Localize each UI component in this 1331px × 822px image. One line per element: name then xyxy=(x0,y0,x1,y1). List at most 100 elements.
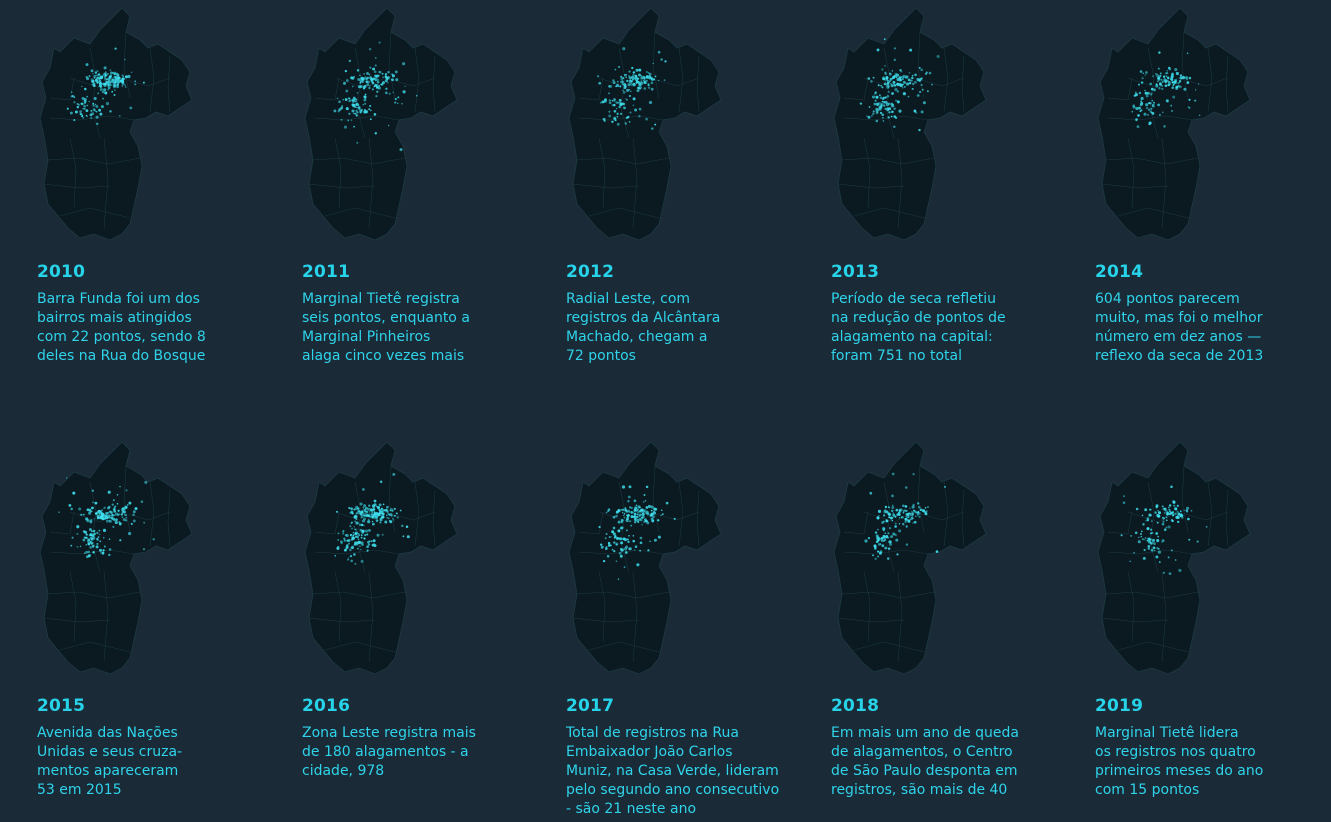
flood-point xyxy=(1161,87,1164,91)
flood-point xyxy=(607,510,610,513)
flood-map-2013 xyxy=(824,7,1024,248)
flood-point xyxy=(347,558,349,561)
flood-point xyxy=(611,548,614,551)
flood-point xyxy=(883,82,887,86)
flood-point xyxy=(364,534,367,537)
district-border xyxy=(1127,571,1135,643)
flood-point xyxy=(630,511,633,514)
flood-point xyxy=(620,509,623,511)
flood-point xyxy=(615,560,618,562)
flood-point xyxy=(349,99,352,102)
flood-point xyxy=(1162,571,1165,574)
district-border xyxy=(843,549,929,555)
flood-point xyxy=(622,90,626,94)
district-border xyxy=(572,183,640,189)
flood-point xyxy=(918,78,922,82)
flood-point xyxy=(1187,517,1190,521)
flood-point xyxy=(878,105,882,109)
flood-point xyxy=(634,517,637,520)
flood-point xyxy=(386,516,389,519)
flood-point xyxy=(89,540,92,544)
flood-point xyxy=(931,83,933,86)
flood-point xyxy=(112,525,115,528)
flood-point xyxy=(401,102,403,105)
flood-point xyxy=(635,81,638,84)
flood-map-2015 xyxy=(30,441,230,682)
flood-point xyxy=(82,530,86,533)
flood-point xyxy=(373,512,377,516)
flood-point xyxy=(877,555,880,558)
flood-point xyxy=(108,553,111,557)
flood-point xyxy=(877,528,879,531)
flood-point xyxy=(76,525,80,529)
flood-point xyxy=(623,566,626,569)
flood-point xyxy=(371,511,374,514)
flood-point xyxy=(128,532,132,536)
flood-point xyxy=(366,71,369,75)
flood-point xyxy=(1164,508,1167,511)
flood-point xyxy=(396,516,400,519)
flood-point xyxy=(102,549,105,552)
flood-point xyxy=(895,538,899,542)
flood-point xyxy=(909,514,912,517)
flood-point xyxy=(654,507,658,511)
flood-point xyxy=(902,504,905,508)
flood-point xyxy=(1161,505,1164,508)
flood-point xyxy=(357,509,361,513)
flood-point xyxy=(1196,540,1199,543)
flood-point xyxy=(620,548,622,550)
flood-point xyxy=(1174,79,1178,83)
district-border xyxy=(312,591,406,599)
flood-point xyxy=(898,510,901,514)
flood-point xyxy=(657,519,660,522)
flood-point xyxy=(624,507,627,510)
district-border xyxy=(368,137,374,229)
flood-point xyxy=(1150,548,1154,552)
flood-point xyxy=(70,91,73,93)
flood-point xyxy=(1165,99,1169,103)
flood-point xyxy=(100,105,104,109)
flood-point xyxy=(1142,556,1146,560)
flood-point xyxy=(130,522,133,525)
flood-point xyxy=(872,76,875,79)
flood-point xyxy=(619,85,622,88)
flood-point xyxy=(612,79,615,82)
flood-point xyxy=(625,73,628,76)
flood-point xyxy=(613,117,616,120)
flood-point xyxy=(1142,72,1144,74)
flood-point xyxy=(599,543,603,546)
district-border xyxy=(432,55,436,113)
flood-point xyxy=(642,501,645,503)
flood-point xyxy=(625,98,627,100)
flood-point xyxy=(1148,123,1151,126)
flood-point xyxy=(1156,539,1160,543)
flood-point xyxy=(343,539,346,542)
flood-point xyxy=(887,547,891,550)
flood-point xyxy=(1132,105,1136,109)
flood-point xyxy=(87,542,91,546)
flood-point xyxy=(393,507,396,510)
flood-point xyxy=(617,529,621,533)
flood-point xyxy=(618,105,621,109)
flood-point xyxy=(363,98,367,102)
district-border xyxy=(1225,55,1229,113)
flood-point xyxy=(1197,83,1200,85)
flood-point xyxy=(338,108,342,111)
flood-point xyxy=(1168,508,1171,511)
flood-point xyxy=(1178,81,1181,84)
panel-description: Barra Funda foi um dos bairros mais atin… xyxy=(37,291,206,364)
flood-point xyxy=(70,544,73,547)
flood-point xyxy=(348,112,351,116)
flood-point xyxy=(361,80,364,84)
flood-point xyxy=(628,534,630,537)
flood-point xyxy=(369,515,372,518)
flood-point xyxy=(888,72,892,76)
flood-point xyxy=(360,559,364,563)
flood-point xyxy=(630,82,634,86)
district-border xyxy=(1105,591,1199,599)
flood-point xyxy=(107,490,111,494)
flood-point xyxy=(354,112,357,115)
flood-point xyxy=(914,73,917,77)
flood-point xyxy=(142,548,146,551)
flood-point xyxy=(890,82,892,85)
